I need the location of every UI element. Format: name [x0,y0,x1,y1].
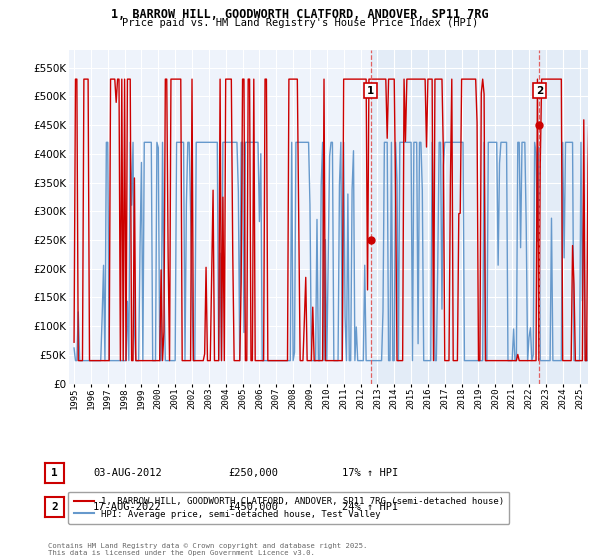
Text: 1: 1 [367,86,374,96]
Text: 24% ↑ HPI: 24% ↑ HPI [342,502,398,512]
Text: Contains HM Land Registry data © Crown copyright and database right 2025.
This d: Contains HM Land Registry data © Crown c… [48,543,367,556]
Text: 03-AUG-2012: 03-AUG-2012 [93,468,162,478]
Text: Price paid vs. HM Land Registry's House Price Index (HPI): Price paid vs. HM Land Registry's House … [122,18,478,28]
Text: 17% ↑ HPI: 17% ↑ HPI [342,468,398,478]
Text: 17-AUG-2022: 17-AUG-2022 [93,502,162,512]
Legend: 1, BARROW HILL, GOODWORTH CLATFORD, ANDOVER, SP11 7RG (semi-detached house), HPI: 1, BARROW HILL, GOODWORTH CLATFORD, ANDO… [68,492,509,524]
Text: 1: 1 [51,468,58,478]
Text: 2: 2 [51,502,58,512]
Text: 1, BARROW HILL, GOODWORTH CLATFORD, ANDOVER, SP11 7RG: 1, BARROW HILL, GOODWORTH CLATFORD, ANDO… [111,8,489,21]
Text: £250,000: £250,000 [228,468,278,478]
Text: £450,000: £450,000 [228,502,278,512]
Text: 2: 2 [536,86,543,96]
Bar [371,50,588,384]
